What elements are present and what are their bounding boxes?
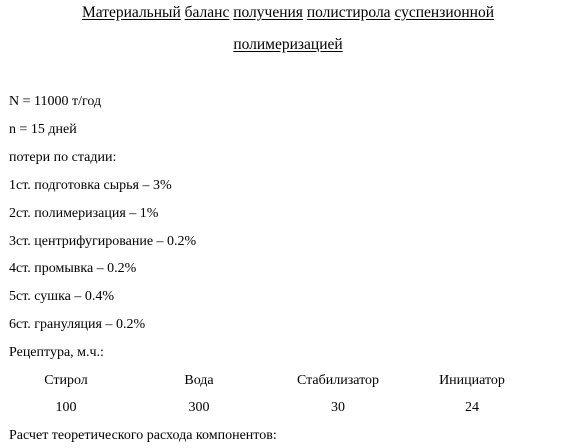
recipe-value-cell: 100 [55,400,77,415]
stage-line: 1ст. подготовка сырья – 3% [9,178,172,193]
calculation-header: Расчет теоретического расхода компоненто… [9,428,277,443]
stage-line: 3ст. центрифугирование – 0.2% [9,234,197,249]
recipe-table-header-row: Стирол Вода Стабилизатор Инициатор [0,372,576,390]
recipe-column-header: Стирол [44,373,88,388]
recipe-value-cell: 30 [331,400,345,415]
title-word: полимеризацией [233,36,343,53]
document-title-line-2: полимеризацией [0,35,576,55]
capacity-line: N = 11000 т/год [9,94,102,109]
stage-line: 6ст. грануляция – 0.2% [9,317,146,332]
title-word: полистирола [306,4,391,21]
days-line: n = 15 дней [9,122,77,137]
recipe-column-header: Стабилизатор [296,373,380,388]
losses-header: потери по стадии: [9,150,117,165]
stage-line: 5ст. сушка – 0.4% [9,289,115,304]
recipe-value-cell: 300 [188,400,210,415]
stage-line: 4ст. промывка – 0.2% [9,261,137,276]
stage-line: 2ст. полимеризация – 1% [9,206,159,221]
title-word: получения [233,4,303,21]
recipe-column-header: Вода [184,373,214,388]
recipe-column-header: Инициатор [439,373,505,388]
title-word: Материальный [81,4,181,21]
recipe-value-cell: 24 [465,400,479,415]
document-title-line-1: Материальный баланс получения полистирол… [0,3,576,23]
recipe-header: Рецептура, м.ч.: [9,345,104,360]
title-word: баланс [184,4,230,21]
title-word: суспензионной [394,4,495,21]
recipe-table-values-row: 100 300 30 24 [0,399,576,417]
